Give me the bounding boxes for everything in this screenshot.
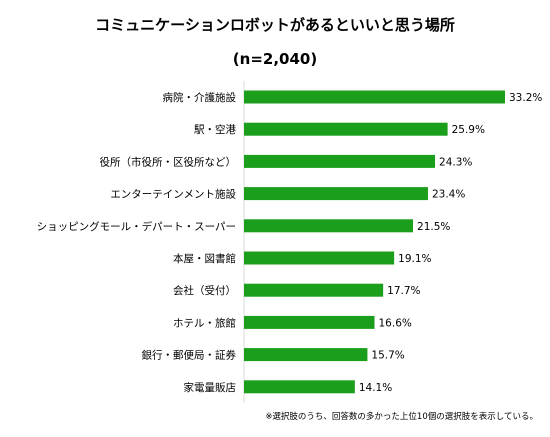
category-label: エンターテインメント施設 — [110, 188, 236, 201]
value-label: 17.7% — [387, 285, 420, 297]
bar — [244, 348, 368, 362]
category-label: 会社（受付） — [173, 284, 236, 297]
category-label: 家電量販店 — [184, 381, 237, 394]
value-label: 19.1% — [398, 253, 431, 265]
category-label: 病院・介護施設 — [163, 91, 237, 104]
category-label: 本屋・図書館 — [173, 252, 236, 265]
category-label: 役所（市役所・区役所など） — [100, 155, 237, 168]
value-label: 25.9% — [452, 124, 485, 136]
bar — [244, 251, 395, 265]
category-label: 銀行・郵便局・証券 — [142, 349, 237, 362]
bar — [244, 187, 428, 201]
bar — [244, 219, 414, 233]
category-label: 駅・空港 — [194, 123, 236, 136]
bar — [244, 122, 448, 136]
value-label: 16.6% — [379, 317, 412, 329]
bar — [244, 154, 436, 168]
value-label: 33.2% — [509, 92, 542, 104]
bar — [244, 380, 355, 394]
category-label: ショッピングモール・デパート・スーパー — [37, 220, 236, 233]
bar — [244, 90, 505, 104]
value-label: 23.4% — [432, 189, 465, 201]
value-label: 14.1% — [359, 382, 392, 394]
value-label: 15.7% — [371, 350, 404, 362]
footnote: ※選択肢のうち、回答数の多かった上位10個の選択肢を表示している。 — [265, 412, 538, 422]
value-label: 21.5% — [417, 221, 450, 233]
bar — [244, 283, 384, 297]
chart-title: コミュニケーションロボットがあるといいと思う場所 — [95, 16, 455, 34]
chart-subtitle: (n=2,040) — [232, 50, 318, 68]
value-label: 24.3% — [439, 156, 472, 168]
category-label: ホテル・旅館 — [173, 316, 236, 329]
bar — [244, 315, 375, 329]
bars-group: 病院・介護施設 33.2% 駅・空港 25.9% 役所（市役所・区役所など） 24.3% エ… — [37, 90, 542, 394]
